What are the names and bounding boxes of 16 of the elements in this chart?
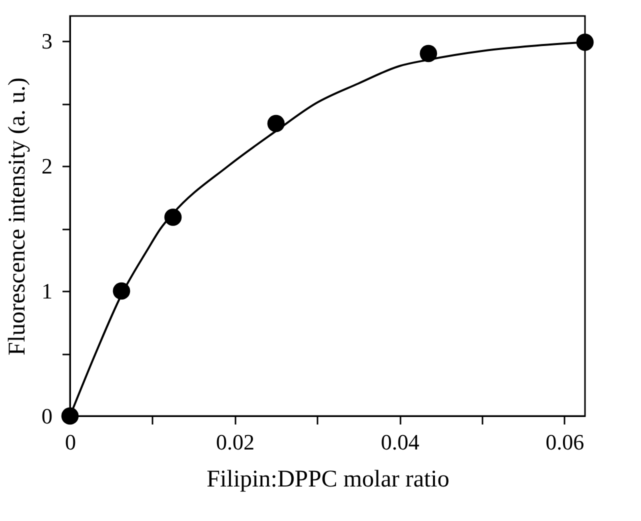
- y-tick-label: 0: [42, 404, 52, 428]
- point: [61, 407, 79, 425]
- x-tick-label: 0.02: [216, 430, 255, 454]
- x-tick-label: 0.06: [546, 430, 584, 454]
- point: [112, 282, 130, 300]
- y-tick-label: 3: [42, 28, 52, 54]
- y-tick-label: 2: [42, 154, 52, 178]
- x-tick-label: 0.04: [380, 430, 420, 454]
- x-axis-title: Filipin:DPPC molar ratio: [206, 466, 450, 492]
- point: [420, 44, 438, 62]
- point: [164, 208, 182, 226]
- y-tick-label: 1: [42, 278, 52, 304]
- point: [576, 34, 594, 51]
- x-tick-label: 0: [65, 430, 76, 454]
- point: [267, 114, 285, 132]
- y-axis-title: Fluorescence intensity (a. u.): [4, 78, 30, 356]
